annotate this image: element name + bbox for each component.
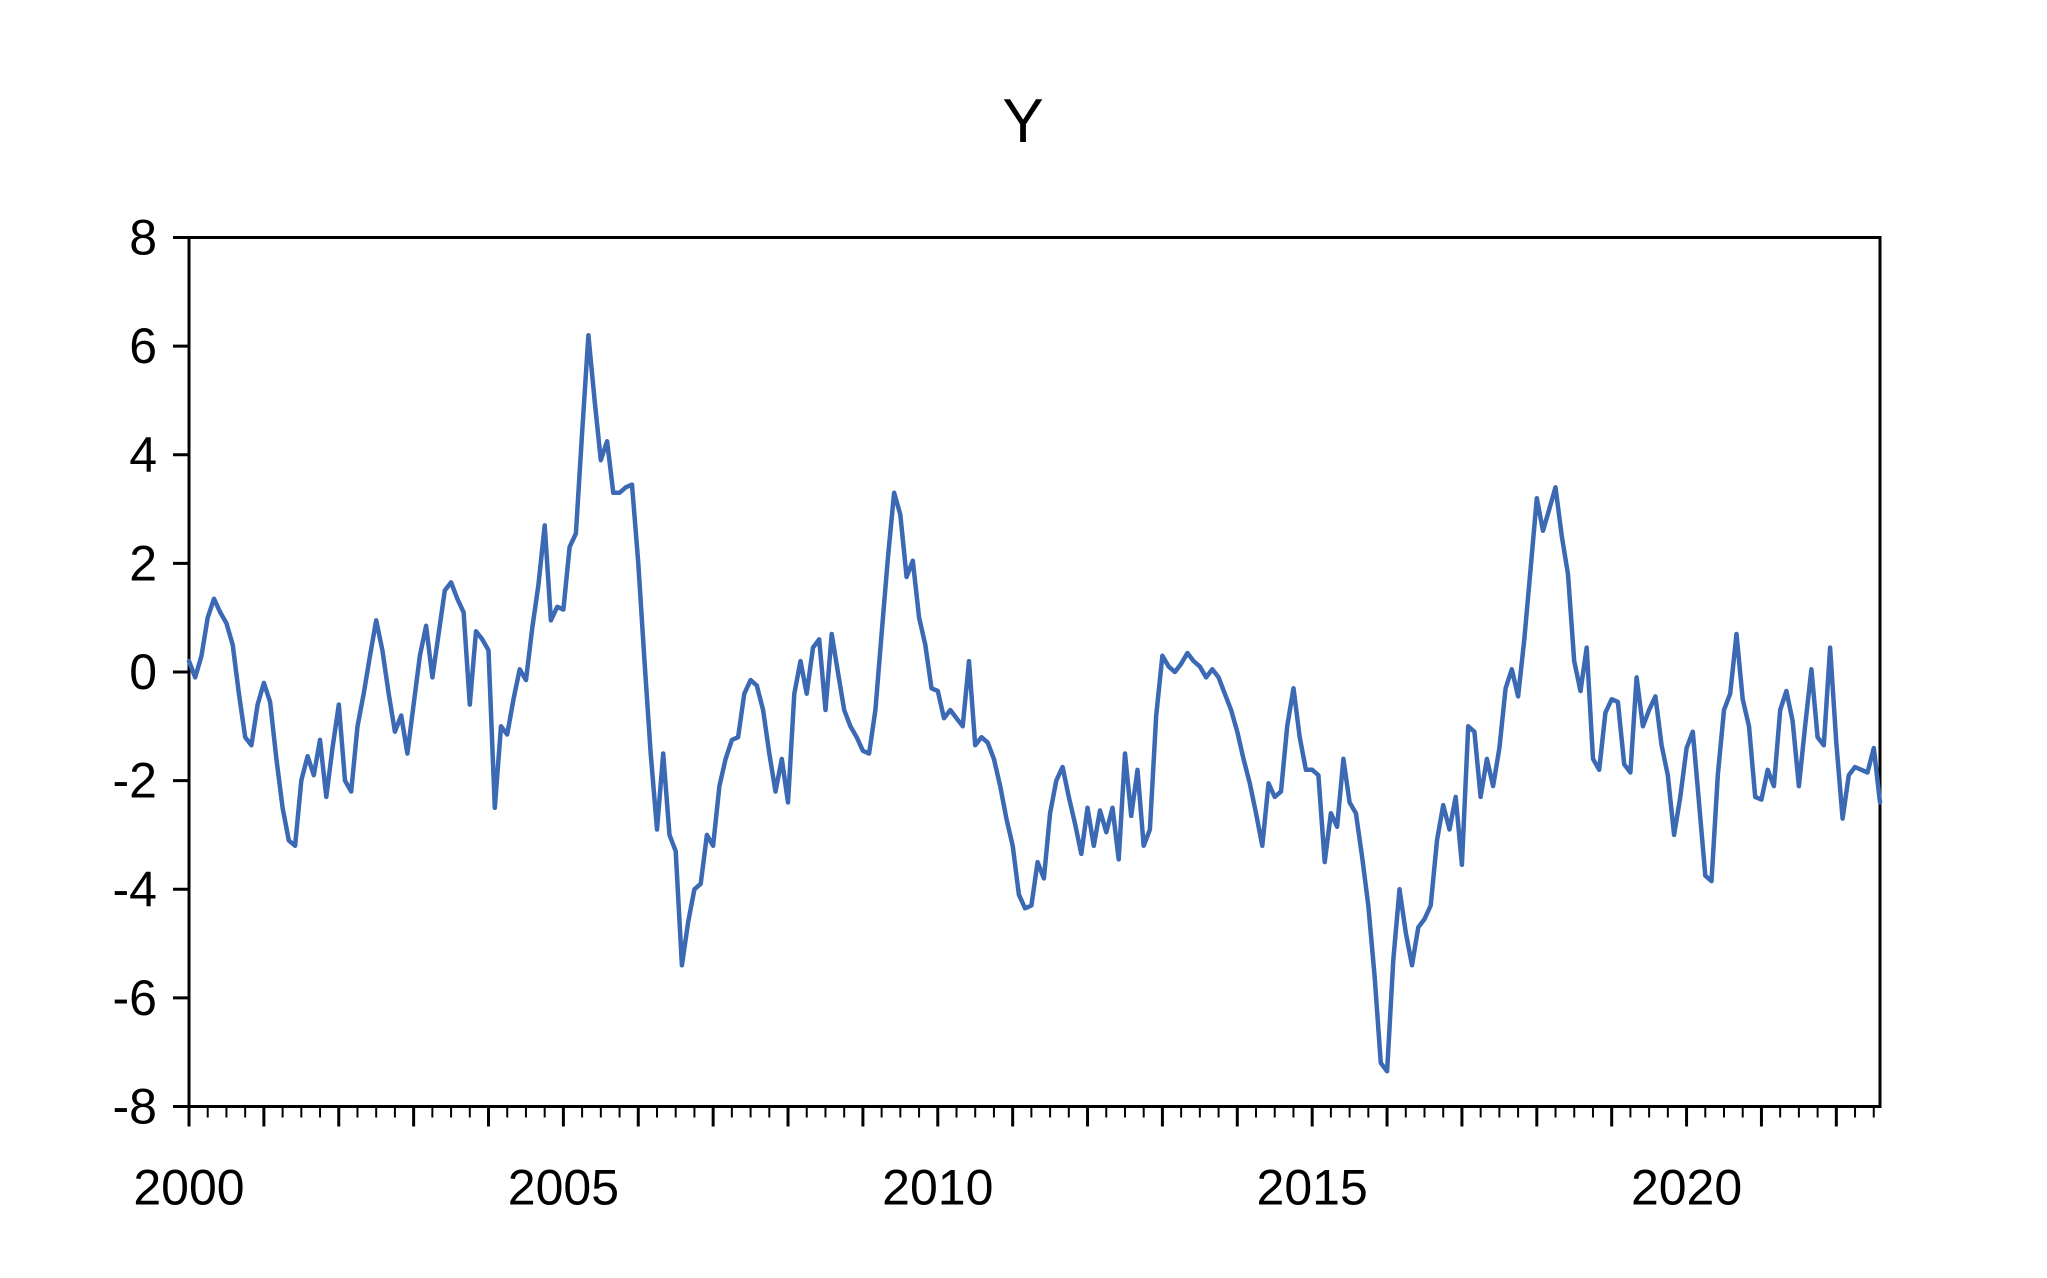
y-tick-label: 6 (129, 318, 157, 374)
x-tick-label: 2015 (1257, 1160, 1368, 1216)
series-line (186, 333, 1883, 1074)
y-tick-label: -8 (113, 1079, 157, 1135)
plot-frame (187, 236, 1882, 1108)
y-axis: 8 6 4 2 0 -2 -4 -6 -8 (113, 210, 189, 1135)
y-tick-label: -4 (113, 861, 157, 917)
x-tick-label: 2005 (508, 1160, 619, 1216)
y-tick-label: 2 (129, 535, 157, 591)
y-tick-label: 0 (129, 644, 157, 700)
y-tick-label: 8 (129, 210, 157, 266)
y-tick-label: -2 (113, 753, 157, 809)
y-tick-label: 4 (129, 427, 157, 483)
x-tick-label: 2020 (1631, 1160, 1742, 1216)
x-tick-label: 2000 (133, 1160, 244, 1216)
x-axis: 2000 2005 2010 2015 2020 (133, 1106, 1875, 1216)
chart-title: Y (1002, 87, 1045, 156)
x-tick-label: 2010 (882, 1160, 993, 1216)
y-tick-label: -6 (113, 970, 157, 1026)
